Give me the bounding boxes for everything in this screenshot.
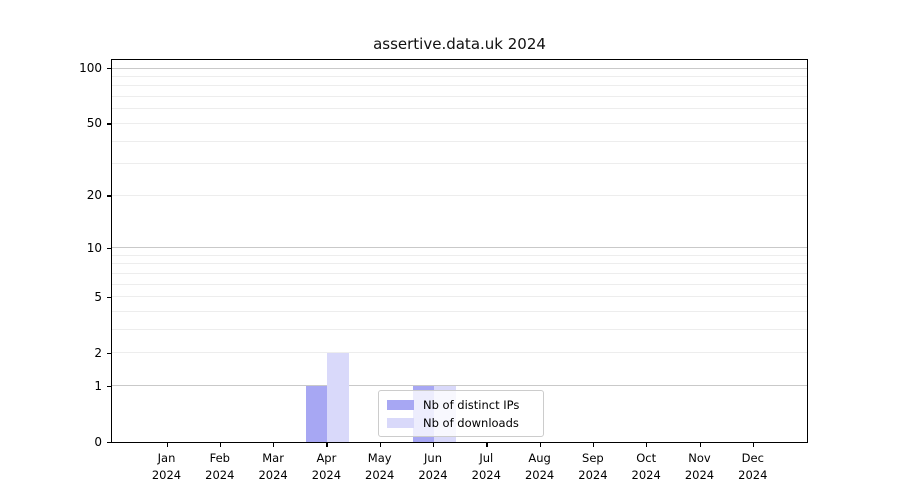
x-tick-mark: [539, 443, 541, 447]
minor-gridline: [112, 96, 807, 97]
minor-gridline: [112, 284, 807, 285]
y-tick-label: 20: [86, 188, 102, 203]
x-tick-label-oct: Oct 2024: [631, 451, 661, 482]
y-axis: 100 50 20 10 5 2 1 0: [0, 59, 111, 449]
legend-row-downloads: Nb of downloads: [387, 416, 535, 430]
x-tick-label-jan: Jan 2024: [151, 451, 182, 482]
x-tick-mark: [592, 443, 595, 447]
major-gridline: [112, 68, 807, 69]
x-tick-mark: [166, 443, 168, 447]
minor-gridline: [112, 263, 807, 264]
x-tick-mark: [646, 443, 648, 447]
major-gridline: [112, 385, 807, 386]
minor-gridline: [112, 329, 807, 330]
y-tick-mark: [107, 195, 111, 197]
x-tick-label-jun: Jun 2024: [418, 451, 448, 482]
y-tick-label: 1: [94, 378, 102, 393]
x-tick-label-nov: Nov 2024: [684, 451, 715, 482]
x-tick-label-jul: Jul 2024: [471, 451, 501, 482]
bar-apr-distinct-ips: [305, 385, 328, 442]
legend-label-downloads: Nb of downloads: [423, 415, 519, 430]
y-tick-label: 50: [86, 116, 102, 131]
y-tick-mark: [107, 296, 111, 299]
x-tick-label-sep: Sep 2024: [578, 451, 608, 482]
y-tick-label: 10: [86, 240, 102, 255]
x-tick-label-dec: Dec 2024: [738, 451, 768, 482]
minor-gridline: [112, 195, 807, 196]
minor-gridline: [112, 352, 807, 353]
x-tick-mark: [273, 443, 275, 447]
minor-gridline: [112, 296, 807, 297]
y-tick-mark: [107, 385, 111, 388]
minor-gridline: [112, 255, 807, 256]
x-tick-mark: [752, 443, 755, 447]
minor-gridline: [112, 141, 807, 142]
downloads-swatch-icon: [387, 417, 414, 428]
minor-gridline: [112, 85, 807, 86]
x-tick-mark: [326, 443, 328, 447]
x-tick-label-may: May 2024: [365, 451, 395, 482]
x-tick-mark: [699, 443, 701, 447]
y-tick-label: 2: [94, 346, 102, 360]
distinct-ips-swatch-icon: [387, 399, 414, 410]
legend-row-distinct-ips: Nb of distinct IPs: [387, 398, 535, 412]
minor-gridline: [112, 108, 807, 109]
x-tick-mark: [219, 443, 222, 447]
major-gridline: [112, 247, 807, 248]
x-tick-mark: [379, 443, 381, 447]
y-tick-mark: [107, 123, 111, 125]
y-tick-mark: [107, 353, 111, 355]
x-tick-label-mar: Mar 2024: [258, 451, 288, 482]
y-tick-label: 0: [94, 435, 102, 449]
x-tick-label-apr: Apr 2024: [311, 451, 342, 482]
y-tick-label: 5: [94, 289, 102, 304]
minor-gridline: [112, 273, 807, 274]
x-tick-mark: [486, 443, 488, 447]
legend-label-distinct-ips: Nb of distinct IPs: [423, 397, 520, 412]
y-tick-mark: [107, 442, 111, 444]
y-tick-label: 100: [79, 61, 102, 75]
x-tick-mark: [433, 443, 435, 447]
bar-apr-downloads: [327, 353, 349, 442]
x-tick-label-feb: Feb 2024: [205, 451, 235, 482]
minor-gridline: [112, 163, 807, 164]
minor-gridline: [112, 311, 807, 312]
legend: Nb of distinct IPs Nb of downloads: [378, 390, 544, 437]
chart-title: assertive.data.uk 2024: [373, 35, 546, 53]
x-axis: Jan 2024 Feb 2024 Mar 2024 Apr 2024 May 2024 Jun 20…: [111, 443, 808, 498]
x-tick-label-aug: Aug 2024: [524, 451, 555, 482]
plot-area: [111, 59, 808, 443]
y-tick-mark: [107, 247, 111, 249]
y-tick-mark: [107, 68, 111, 70]
minor-gridline: [112, 123, 807, 124]
minor-gridline: [112, 76, 807, 77]
